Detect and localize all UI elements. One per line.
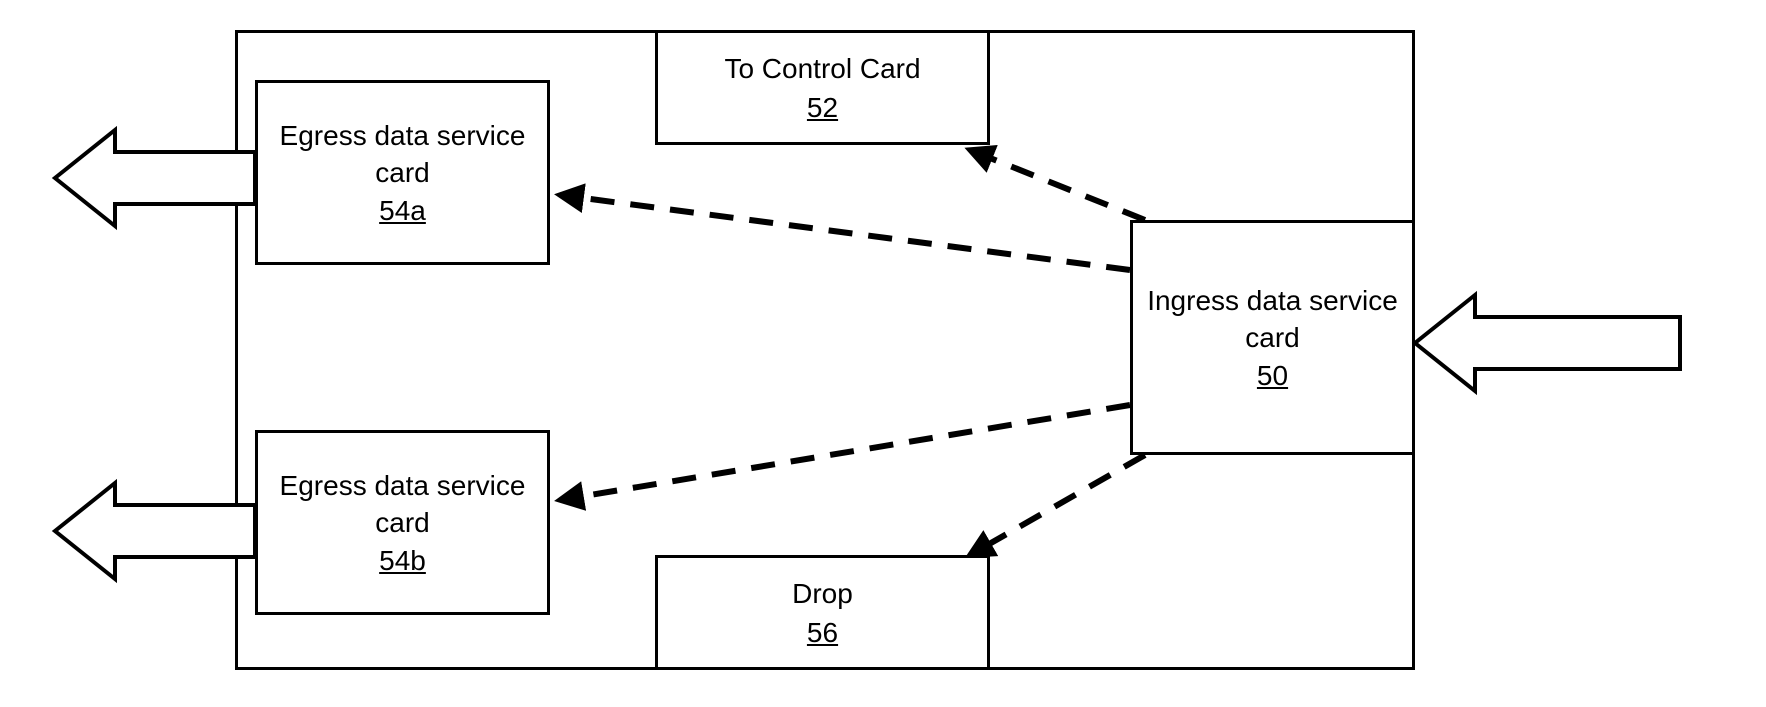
ingress-label: Ingress data service card: [1147, 283, 1398, 356]
egress-a-box: Egress data service card 54a: [255, 80, 550, 265]
drop-label: Drop: [792, 576, 853, 612]
egress-a-label: Egress data service card: [272, 118, 533, 191]
drop-box: Drop 56: [655, 555, 990, 670]
egress-b-number: 54b: [379, 545, 426, 577]
packets-out-top-label: Packets: [92, 165, 192, 197]
egress-b-label: Egress data service card: [272, 468, 533, 541]
packets-in-right-label: Packets: [1545, 330, 1645, 362]
egress-b-box: Egress data service card 54b: [255, 430, 550, 615]
egress-a-number: 54a: [379, 195, 426, 227]
control-card-label: To Control Card: [724, 51, 920, 87]
ingress-box: Ingress data service card 50: [1130, 220, 1415, 455]
control-card-box: To Control Card 52: [655, 30, 990, 145]
control-card-number: 52: [807, 92, 838, 124]
packets-out-bottom-label: Packets: [92, 518, 192, 550]
ingress-number: 50: [1257, 360, 1288, 392]
drop-number: 56: [807, 617, 838, 649]
